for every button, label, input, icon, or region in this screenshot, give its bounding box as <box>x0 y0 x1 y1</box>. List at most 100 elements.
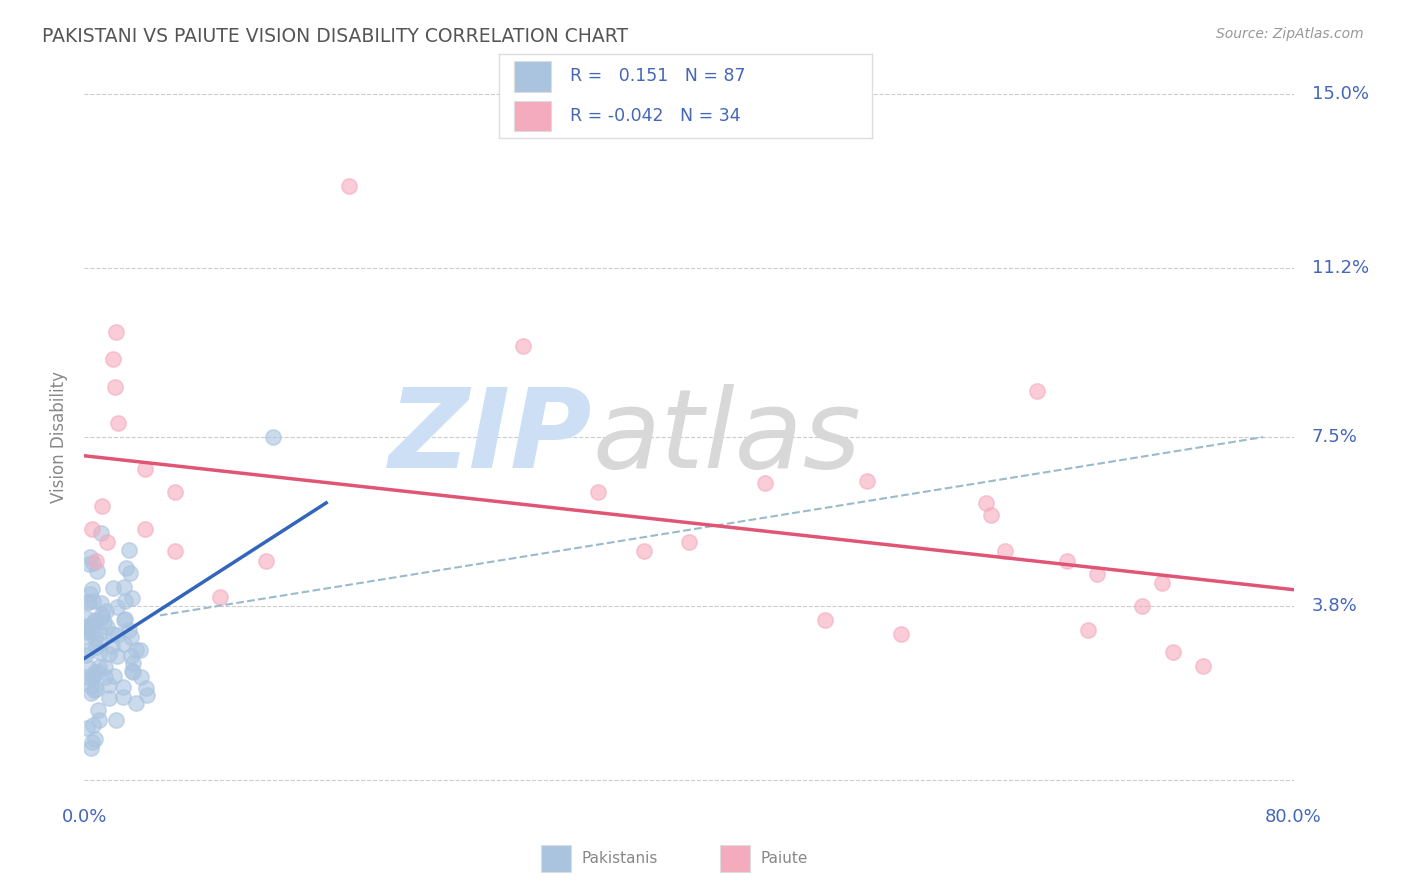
Point <box>163 544 186 558</box>
Point <box>87 660 110 674</box>
FancyBboxPatch shape <box>515 62 551 92</box>
Point <box>1161 645 1184 659</box>
Point <box>125 697 148 711</box>
Point <box>112 613 135 627</box>
Point <box>337 178 360 193</box>
Point <box>83 632 105 646</box>
Point <box>974 496 997 510</box>
Point <box>84 614 107 628</box>
Point <box>77 619 100 633</box>
Point <box>77 558 100 572</box>
Point <box>980 508 1002 522</box>
Point <box>76 722 98 736</box>
Point <box>512 338 534 352</box>
Point <box>121 665 143 680</box>
Text: Source: ZipAtlas.com: Source: ZipAtlas.com <box>1216 27 1364 41</box>
Y-axis label: Vision Disability: Vision Disability <box>51 371 69 503</box>
Point <box>105 628 128 642</box>
Point <box>87 703 110 717</box>
Point <box>91 607 114 622</box>
Text: R =   0.151   N = 87: R = 0.151 N = 87 <box>569 68 745 86</box>
Text: 7.5%: 7.5% <box>1312 428 1358 446</box>
Point <box>1191 658 1213 673</box>
Point <box>80 521 103 535</box>
Point <box>134 521 156 535</box>
Point <box>122 657 145 671</box>
Point <box>77 661 100 675</box>
Point <box>77 595 100 609</box>
Point <box>96 535 118 549</box>
Point <box>94 670 117 684</box>
Point <box>82 594 104 608</box>
Point <box>83 665 105 679</box>
Point <box>115 560 138 574</box>
Point <box>76 625 98 640</box>
Text: 3.8%: 3.8% <box>1312 598 1357 615</box>
Point <box>84 640 107 655</box>
Point <box>135 688 157 702</box>
Point <box>79 549 101 564</box>
Point <box>89 626 111 640</box>
Point <box>87 665 110 679</box>
Text: 15.0%: 15.0% <box>1312 86 1368 103</box>
Point <box>254 553 277 567</box>
Point <box>79 587 101 601</box>
Point <box>94 604 117 618</box>
Point <box>120 630 142 644</box>
Point <box>114 612 136 626</box>
Point <box>80 582 103 596</box>
Point <box>87 636 110 650</box>
Point <box>75 648 97 663</box>
Point <box>80 671 103 685</box>
Point <box>97 648 120 662</box>
FancyBboxPatch shape <box>720 845 751 872</box>
Point <box>80 679 103 693</box>
Point <box>1130 599 1153 614</box>
Point <box>588 485 610 500</box>
Point <box>105 325 128 339</box>
Point <box>120 566 142 580</box>
Point <box>76 595 98 609</box>
Point <box>890 626 912 640</box>
Point <box>1085 567 1108 582</box>
Point <box>1056 553 1078 567</box>
Point <box>112 690 135 704</box>
Point <box>96 620 118 634</box>
Point <box>86 553 108 567</box>
Point <box>75 611 97 625</box>
Point <box>91 499 114 513</box>
Point <box>101 352 124 367</box>
Point <box>262 430 284 444</box>
Point <box>814 613 837 627</box>
Point <box>1150 576 1173 591</box>
Text: 11.2%: 11.2% <box>1312 259 1369 277</box>
FancyBboxPatch shape <box>541 845 571 872</box>
Point <box>128 642 150 657</box>
Point <box>209 590 232 604</box>
Point <box>84 613 107 627</box>
Point <box>856 475 879 489</box>
Point <box>75 645 97 659</box>
Point <box>101 582 124 596</box>
Point <box>75 629 97 643</box>
Point <box>118 624 141 638</box>
Point <box>89 713 111 727</box>
Text: atlas: atlas <box>592 384 860 491</box>
Point <box>93 660 115 674</box>
Point <box>112 637 135 651</box>
Point <box>80 741 103 756</box>
Point <box>1025 384 1047 399</box>
Text: Paiute: Paiute <box>761 851 807 866</box>
Point <box>134 462 156 476</box>
Point <box>80 686 103 700</box>
Point <box>82 617 104 632</box>
Point <box>163 485 186 500</box>
Text: Pakistanis: Pakistanis <box>582 851 658 866</box>
Point <box>101 640 124 654</box>
Point <box>129 671 152 685</box>
Point <box>90 596 112 610</box>
Point <box>121 665 143 679</box>
Point <box>1077 624 1099 638</box>
Point <box>633 544 655 558</box>
Point <box>105 648 128 663</box>
